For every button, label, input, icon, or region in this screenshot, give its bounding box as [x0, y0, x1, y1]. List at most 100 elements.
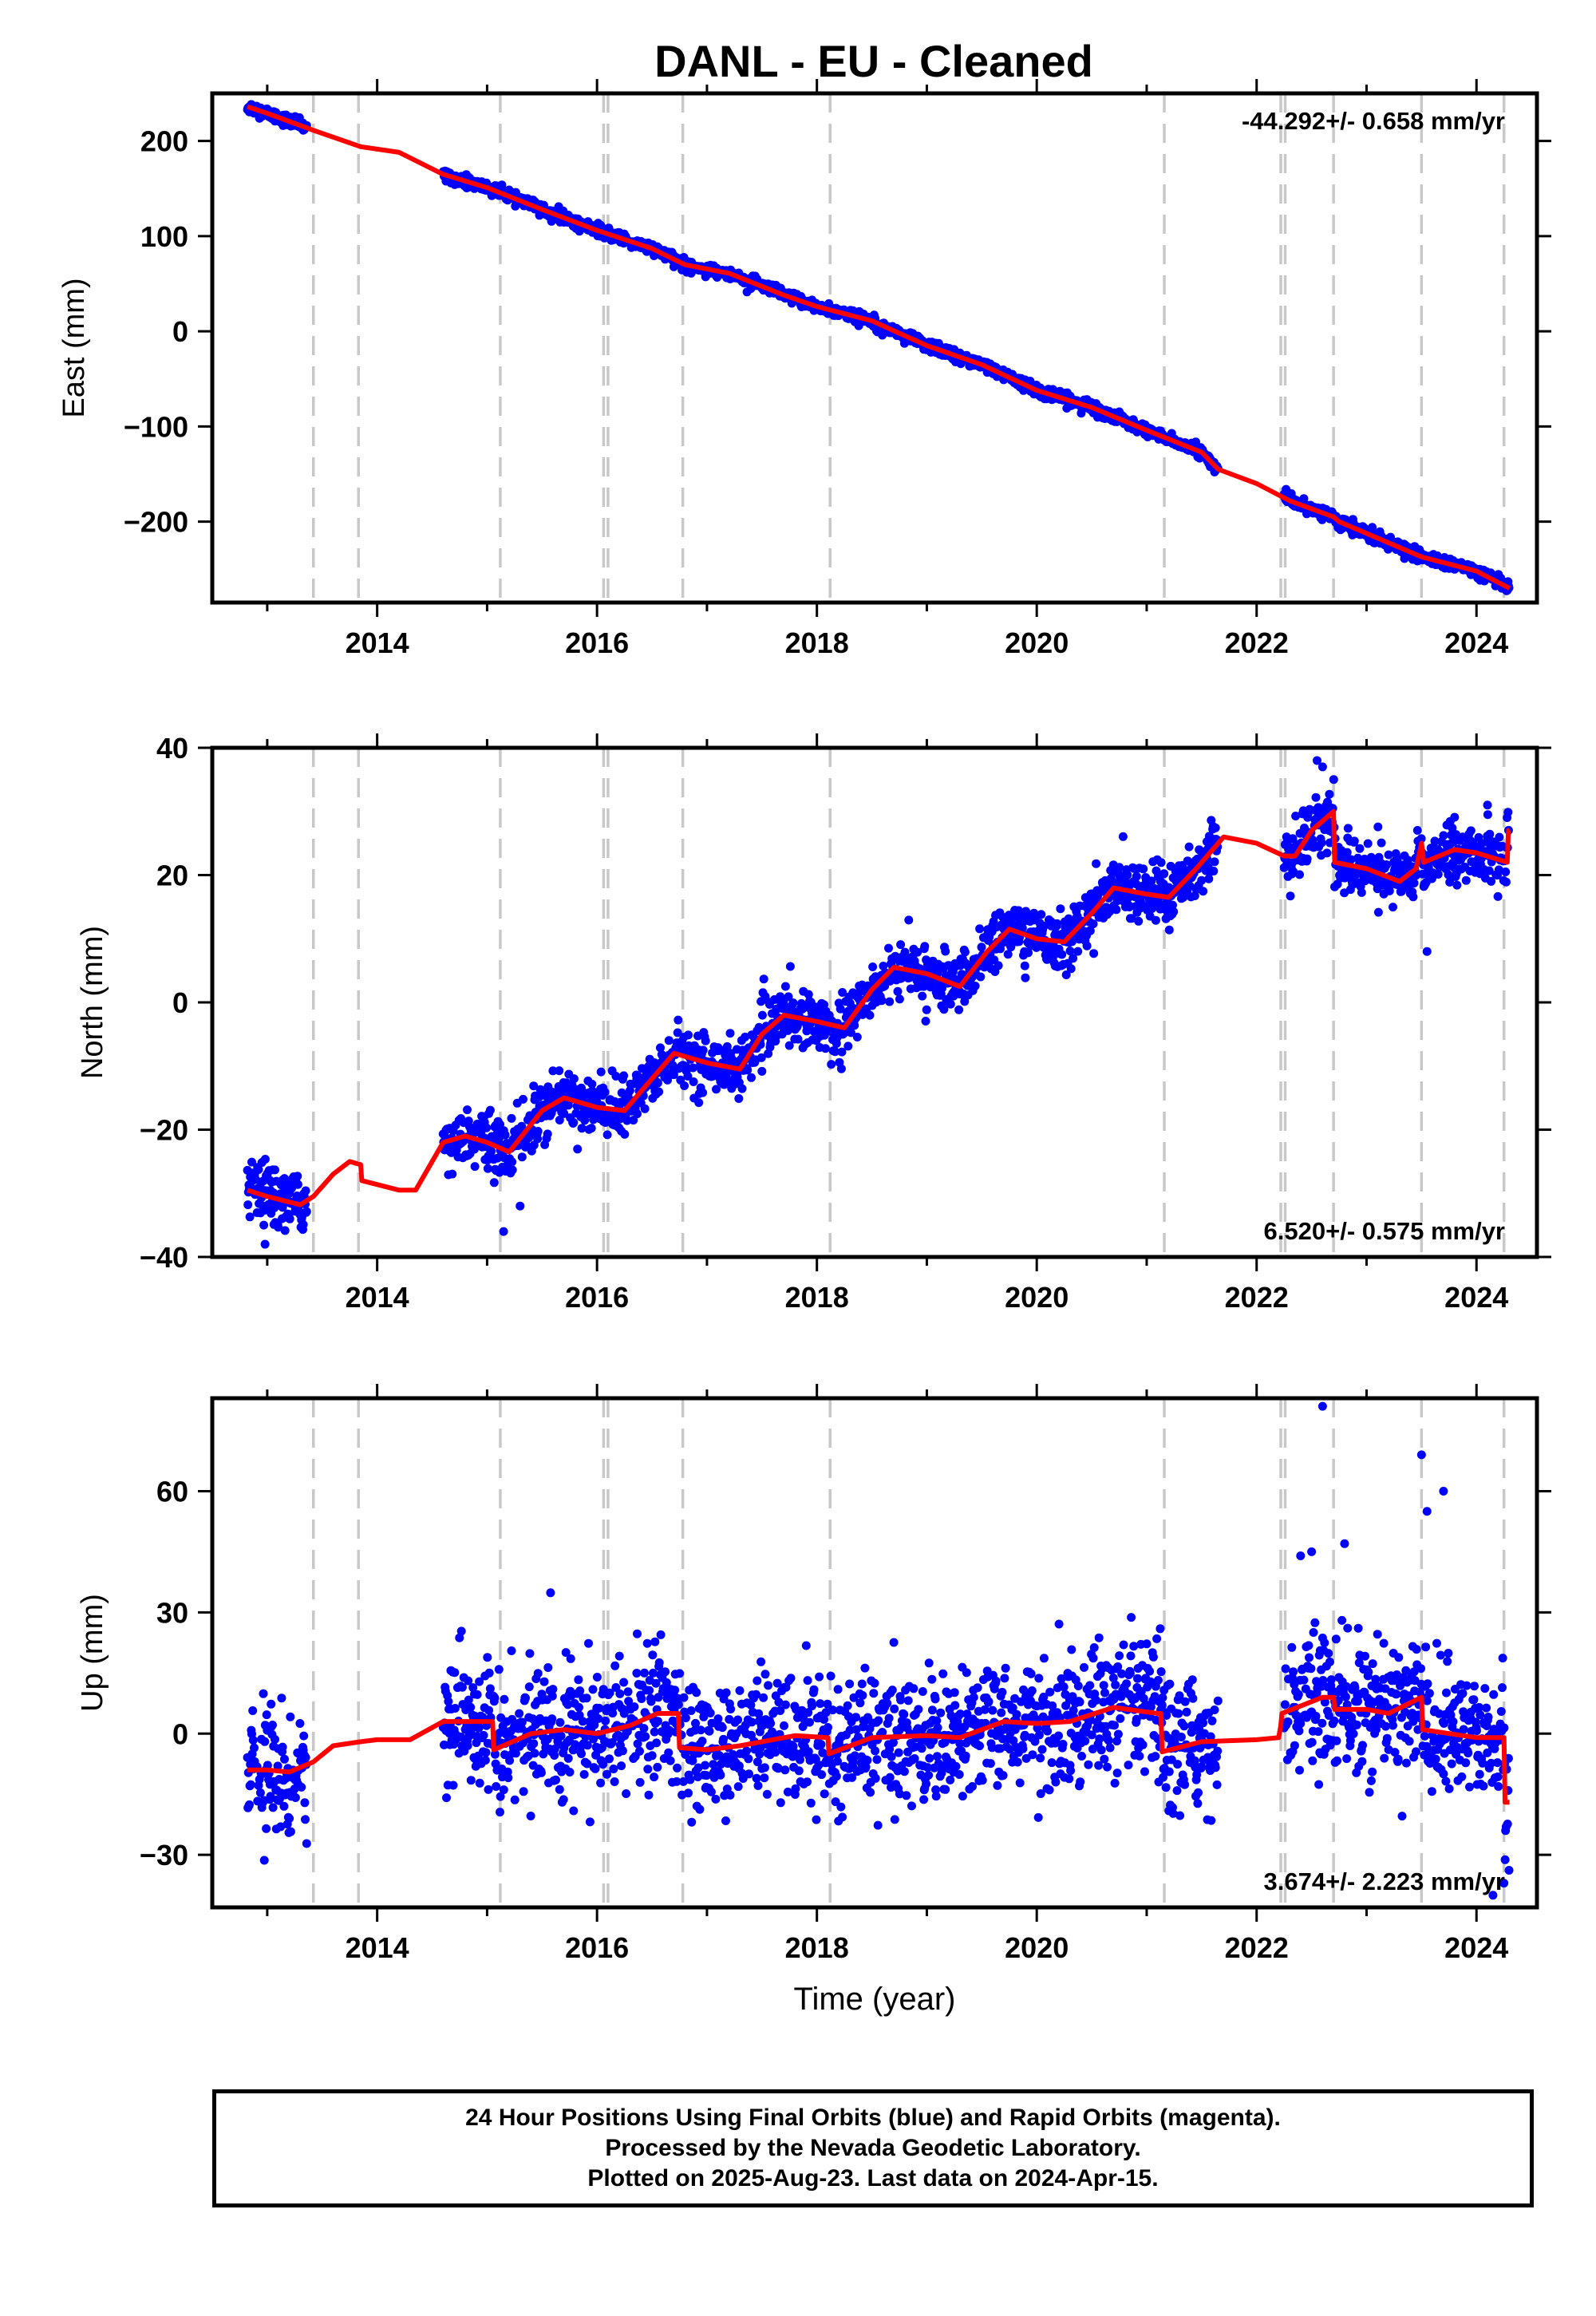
up-data-point — [484, 1705, 494, 1715]
up-data-point — [475, 1778, 484, 1788]
north-y-tick-label: −20 — [140, 1114, 188, 1147]
up-data-point — [786, 1674, 796, 1683]
up-data-point — [551, 1775, 560, 1784]
up-data-point — [869, 1689, 879, 1698]
up-data-point — [832, 1772, 841, 1781]
up-data-point — [525, 1649, 535, 1658]
up-data-point — [666, 1756, 675, 1765]
north-data-point — [1444, 870, 1453, 879]
up-data-point — [894, 1748, 903, 1757]
north-data-point — [1487, 876, 1496, 886]
north-data-point — [837, 1047, 847, 1057]
up-data-point — [635, 1746, 644, 1756]
north-data-point — [1211, 823, 1220, 832]
up-data-point — [654, 1658, 664, 1667]
up-data-point — [519, 1787, 528, 1796]
north-data-point — [602, 1130, 612, 1140]
up-data-point — [280, 1754, 289, 1764]
north-data-point — [689, 1063, 697, 1073]
up-data-point — [500, 1694, 509, 1704]
north-data-point — [1466, 826, 1476, 836]
north-data-point — [1124, 903, 1134, 911]
up-data-point — [847, 1773, 857, 1782]
north-data-point — [653, 1078, 662, 1088]
up-data-point — [801, 1641, 811, 1650]
north-data-point — [1139, 864, 1148, 874]
up-data-point — [721, 1816, 730, 1825]
up-data-point — [591, 1764, 600, 1773]
north-data-point — [521, 1140, 531, 1149]
up-data-point — [766, 1718, 776, 1728]
up-data-point — [276, 1822, 286, 1832]
up-data-point — [678, 1777, 688, 1786]
north-data-point — [1409, 879, 1419, 887]
up-data-point — [661, 1667, 670, 1677]
up-data-point — [803, 1676, 812, 1686]
east-y-axis-label: East (mm) — [57, 278, 91, 417]
up-data-point — [857, 1679, 867, 1689]
up-data-point — [754, 1709, 764, 1718]
up-data-point — [809, 1685, 819, 1694]
east-y-tick-label: −100 — [124, 410, 188, 443]
up-plot-area — [243, 1398, 1514, 1907]
up-data-point — [505, 1756, 515, 1765]
north-data-point — [1373, 907, 1383, 917]
north-data-point — [1439, 831, 1448, 840]
north-data-point — [839, 1029, 849, 1037]
north-data-point — [669, 1070, 678, 1080]
east-x-tick-label: 2016 — [565, 626, 629, 659]
north-data-point — [1039, 921, 1049, 931]
north-data-point — [1164, 925, 1174, 935]
up-data-point — [843, 1701, 852, 1710]
north-x-tick-label: 2018 — [785, 1281, 849, 1314]
up-data-point — [850, 1751, 859, 1761]
up-data-point — [883, 1698, 892, 1708]
up-data-point — [577, 1749, 586, 1758]
up-data-point — [684, 1788, 693, 1798]
north-data-point — [243, 1200, 253, 1210]
up-data-point — [635, 1777, 645, 1787]
north-data-point — [254, 1165, 263, 1174]
north-x-tick-label: 2024 — [1444, 1281, 1508, 1314]
up-data-point — [442, 1793, 451, 1803]
up-data-point — [464, 1676, 473, 1686]
north-data-point — [482, 1123, 492, 1132]
up-data-point — [483, 1653, 492, 1662]
up-data-point — [450, 1704, 460, 1713]
north-data-point — [587, 1124, 596, 1133]
north-plot-area — [243, 748, 1513, 1257]
north-data-point — [1089, 949, 1099, 958]
up-data-point — [561, 1648, 571, 1658]
north-data-point — [280, 1226, 290, 1235]
north-data-point — [893, 986, 903, 996]
chart-title: DANL - EU - Cleaned — [654, 36, 1093, 86]
up-data-point — [300, 1798, 310, 1808]
north-data-point — [674, 1015, 683, 1025]
up-data-point — [286, 1712, 295, 1721]
up-data-point — [674, 1700, 683, 1709]
north-data-point — [1199, 887, 1208, 896]
north-data-point — [698, 1088, 708, 1097]
north-data-point — [1136, 898, 1146, 907]
up-data-point — [615, 1689, 625, 1698]
up-data-point — [757, 1657, 766, 1666]
up-data-point — [623, 1687, 633, 1697]
panels: 2014 2016 2018 2020 2022 2024−200−1000100200E… — [57, 79, 1551, 2017]
north-data-point — [489, 1178, 499, 1188]
up-data-point — [639, 1724, 649, 1733]
north-data-point — [946, 999, 955, 1009]
up-data-point — [295, 1719, 305, 1728]
up-data-point — [764, 1681, 773, 1690]
north-data-point — [1197, 875, 1207, 885]
up-data-point — [874, 1716, 883, 1725]
up-data-point — [696, 1725, 705, 1735]
up-data-point — [250, 1743, 259, 1753]
up-data-point — [644, 1790, 654, 1800]
up-data-point — [672, 1777, 681, 1786]
north-data-point — [1493, 891, 1503, 901]
north-data-point — [1184, 842, 1194, 852]
up-data-point — [873, 1820, 883, 1830]
north-data-point — [569, 1118, 579, 1127]
up-data-point — [780, 1700, 790, 1709]
up-data-point — [726, 1705, 736, 1713]
